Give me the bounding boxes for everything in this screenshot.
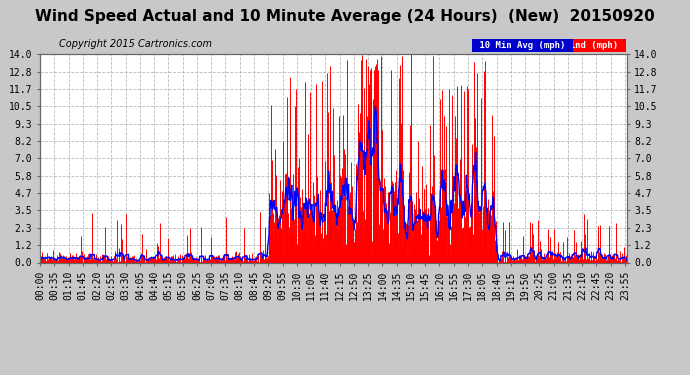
Text: 10 Min Avg (mph): 10 Min Avg (mph) — [474, 41, 571, 50]
Text: Copyright 2015 Cartronics.com: Copyright 2015 Cartronics.com — [59, 39, 212, 50]
Text: Wind (mph): Wind (mph) — [559, 41, 624, 50]
Text: Wind Speed Actual and 10 Minute Average (24 Hours)  (New)  20150920: Wind Speed Actual and 10 Minute Average … — [35, 9, 655, 24]
